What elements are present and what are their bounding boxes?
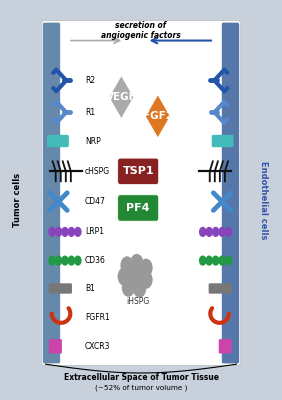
Circle shape <box>75 256 81 265</box>
Text: Endothelial cells: Endothelial cells <box>259 161 268 239</box>
Text: FGF2: FGF2 <box>143 111 173 121</box>
FancyBboxPatch shape <box>49 283 72 294</box>
Circle shape <box>213 256 219 265</box>
Circle shape <box>206 228 212 236</box>
Circle shape <box>226 256 232 265</box>
Circle shape <box>140 271 152 288</box>
Text: PF4: PF4 <box>126 203 150 213</box>
Circle shape <box>56 228 61 236</box>
Polygon shape <box>109 75 134 119</box>
Circle shape <box>62 228 68 236</box>
Circle shape <box>219 256 225 265</box>
Circle shape <box>118 268 130 285</box>
Circle shape <box>200 228 206 236</box>
Circle shape <box>206 256 212 265</box>
Text: secretion of
angiogenic factors: secretion of angiogenic factors <box>101 21 181 40</box>
Circle shape <box>68 228 74 236</box>
FancyBboxPatch shape <box>225 339 232 354</box>
Text: VEGF: VEGF <box>106 92 137 102</box>
Text: LRP1: LRP1 <box>85 227 104 236</box>
FancyBboxPatch shape <box>118 195 159 221</box>
Circle shape <box>219 228 225 236</box>
FancyBboxPatch shape <box>222 23 239 364</box>
Circle shape <box>200 256 206 265</box>
Circle shape <box>121 257 133 274</box>
FancyBboxPatch shape <box>49 339 56 354</box>
Circle shape <box>134 280 146 297</box>
Text: CXCR3: CXCR3 <box>85 342 110 351</box>
Text: R2: R2 <box>85 76 95 85</box>
FancyBboxPatch shape <box>43 23 60 364</box>
Circle shape <box>49 228 55 236</box>
Text: TSP1: TSP1 <box>122 166 154 176</box>
Circle shape <box>62 256 68 265</box>
Text: CD36: CD36 <box>85 256 106 265</box>
FancyBboxPatch shape <box>55 339 62 354</box>
Polygon shape <box>145 94 171 138</box>
FancyBboxPatch shape <box>209 283 232 294</box>
Circle shape <box>122 279 134 296</box>
Text: B1: B1 <box>85 284 95 293</box>
Circle shape <box>129 266 141 283</box>
FancyBboxPatch shape <box>47 135 69 147</box>
Circle shape <box>226 228 232 236</box>
Circle shape <box>213 228 219 236</box>
Circle shape <box>131 255 143 271</box>
Text: CD47: CD47 <box>85 197 106 206</box>
FancyBboxPatch shape <box>41 21 241 366</box>
Text: R1: R1 <box>85 108 95 117</box>
Text: FGFR1: FGFR1 <box>85 313 110 322</box>
Circle shape <box>56 256 61 265</box>
Circle shape <box>68 256 74 265</box>
Text: Tumor cells: Tumor cells <box>13 173 22 227</box>
Circle shape <box>140 259 152 276</box>
FancyBboxPatch shape <box>118 158 159 184</box>
FancyBboxPatch shape <box>0 5 282 383</box>
Circle shape <box>49 256 55 265</box>
Text: NRP: NRP <box>85 136 101 146</box>
Text: cHSPG: cHSPG <box>85 167 110 176</box>
Circle shape <box>75 228 81 236</box>
FancyBboxPatch shape <box>219 339 226 354</box>
FancyBboxPatch shape <box>212 135 233 147</box>
Text: iHSPG: iHSPG <box>127 297 150 306</box>
Text: (~52% of tumor volume ): (~52% of tumor volume ) <box>95 385 187 391</box>
Text: Extracellular Space of Tumor Tissue: Extracellular Space of Tumor Tissue <box>63 373 219 382</box>
